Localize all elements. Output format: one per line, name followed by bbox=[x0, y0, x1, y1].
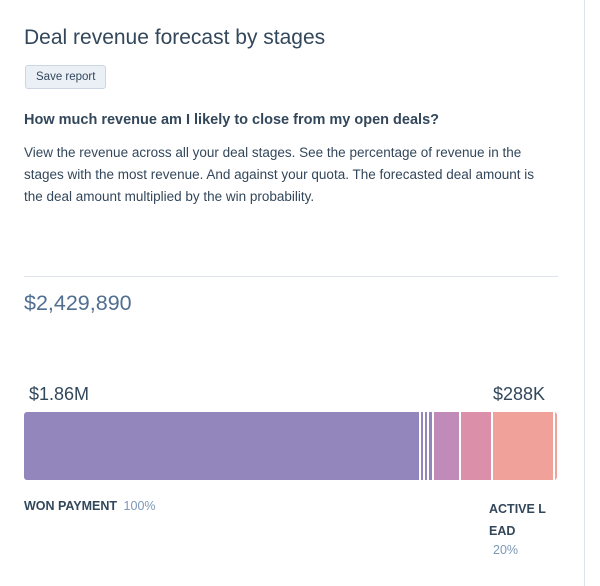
active-lead-stage-percent: 20% bbox=[493, 543, 519, 557]
bar-segment-7[interactable] bbox=[493, 412, 555, 480]
bar-segment-6[interactable] bbox=[461, 412, 494, 480]
active-lead-stage-name: ACTIVE LEAD bbox=[489, 502, 546, 538]
report-description: View the revenue across all your deal st… bbox=[24, 145, 535, 204]
bar-segment-8[interactable] bbox=[554, 412, 557, 480]
won-payment-amount: $1.86M bbox=[29, 384, 90, 404]
bar-segment-4[interactable] bbox=[429, 412, 434, 480]
won-payment-stage-name: WON PAYMENT bbox=[24, 499, 118, 513]
won-payment-label: WON PAYMENT 100% bbox=[24, 498, 156, 514]
panel-right-border bbox=[584, 0, 585, 586]
bar-segment-2[interactable] bbox=[420, 412, 426, 480]
section-divider bbox=[24, 276, 558, 277]
won-payment-stage-percent: 100% bbox=[123, 499, 156, 513]
bar-segment-1[interactable] bbox=[24, 412, 421, 480]
report-title: Deal revenue forecast by stages bbox=[24, 26, 326, 49]
report-question: How much revenue am I likely to close fr… bbox=[24, 112, 439, 128]
active-lead-amount: $288K bbox=[493, 384, 546, 404]
bar-segment-5[interactable] bbox=[433, 412, 462, 480]
stage-revenue-bar bbox=[24, 412, 557, 480]
bar-segment-3[interactable] bbox=[425, 412, 430, 480]
forecast-total: $2,429,890 bbox=[24, 291, 132, 315]
save-report-button[interactable]: Save report bbox=[25, 65, 107, 89]
